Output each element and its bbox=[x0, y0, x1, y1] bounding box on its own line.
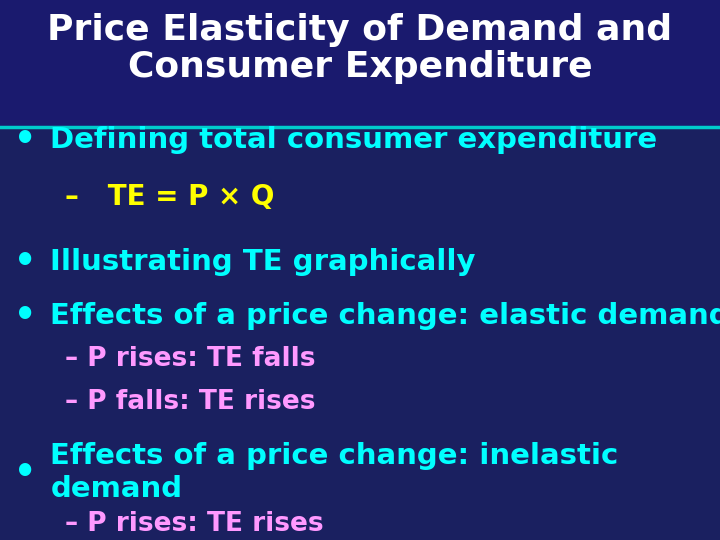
Text: – P rises: TE rises: – P rises: TE rises bbox=[65, 511, 323, 537]
Text: •: • bbox=[14, 124, 37, 157]
Text: Effects of a price change: elastic demand: Effects of a price change: elastic deman… bbox=[50, 302, 720, 330]
Text: – P rises: TE falls: – P rises: TE falls bbox=[65, 346, 315, 372]
Text: Effects of a price change: inelastic
demand: Effects of a price change: inelastic dem… bbox=[50, 442, 618, 503]
Text: –   TE = P × Q: – TE = P × Q bbox=[65, 183, 274, 211]
Text: – P falls: TE rises: – P falls: TE rises bbox=[65, 389, 315, 415]
Text: •: • bbox=[14, 456, 37, 489]
Text: •: • bbox=[14, 245, 37, 279]
Text: Consumer Expenditure: Consumer Expenditure bbox=[127, 51, 593, 84]
Text: •: • bbox=[14, 299, 37, 333]
FancyBboxPatch shape bbox=[0, 0, 720, 127]
Text: Defining total consumer expenditure: Defining total consumer expenditure bbox=[50, 126, 657, 154]
Text: Illustrating TE graphically: Illustrating TE graphically bbox=[50, 248, 476, 276]
Text: Price Elasticity of Demand and: Price Elasticity of Demand and bbox=[48, 13, 672, 46]
